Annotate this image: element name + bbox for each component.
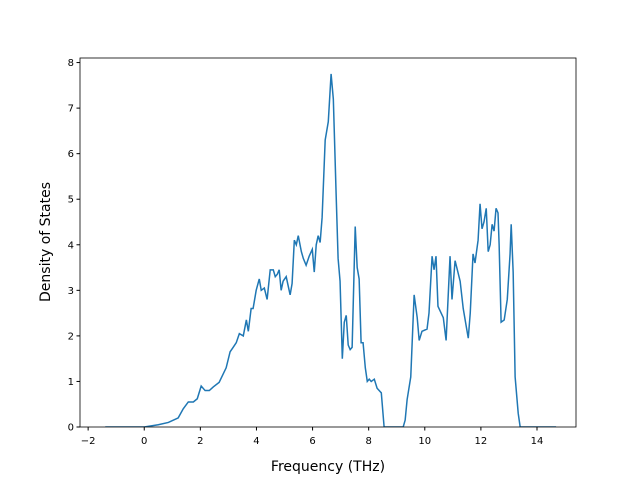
line: [105, 73, 557, 427]
y-tick-label: 6: [68, 149, 74, 160]
x-tick-label: 4: [253, 436, 259, 447]
y-tick-label: 7: [68, 104, 74, 115]
x-axis-label: Frequency (THz): [271, 459, 385, 475]
x-tick-label: 6: [309, 436, 315, 447]
y-tick-label: 4: [68, 240, 74, 251]
y-axis-label: Density of States: [38, 182, 54, 302]
x-tick-label: 8: [365, 436, 371, 447]
y-tick-label: 1: [68, 377, 74, 388]
y-tick-label: 5: [68, 195, 74, 206]
x-tick-label: 12: [475, 436, 488, 447]
plot-frame: [79, 57, 577, 428]
x-tick-label: 0: [141, 436, 147, 447]
x-tick-label: −2: [81, 436, 96, 447]
x-tick-label: 10: [418, 436, 431, 447]
y-tick-label: 2: [68, 331, 74, 342]
y-tick-label: 0: [68, 423, 74, 434]
x-tick-label: 2: [197, 436, 203, 447]
y-tick-label: 3: [68, 286, 74, 297]
x-tick-label: 14: [531, 436, 544, 447]
y-tick-label: 8: [68, 58, 74, 69]
